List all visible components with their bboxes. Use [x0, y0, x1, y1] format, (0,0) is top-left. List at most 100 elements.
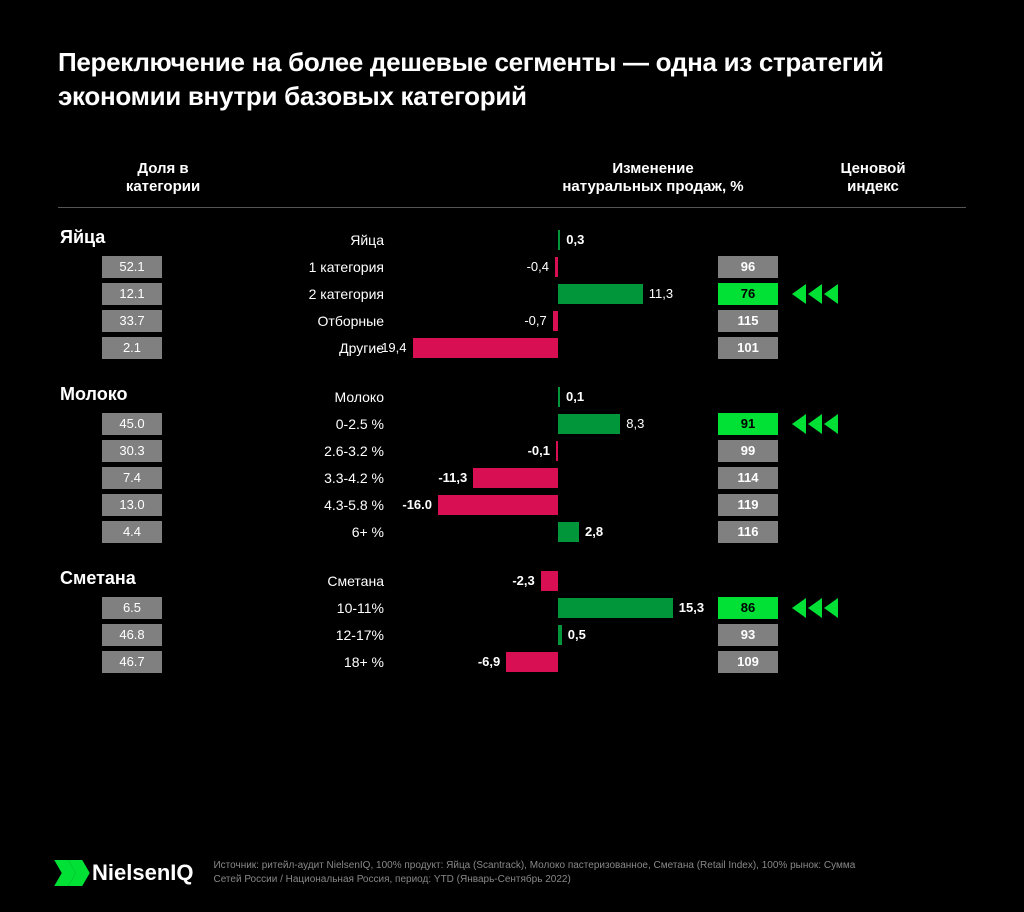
highlight-arrows-icon: [786, 284, 866, 304]
bar-value-label: -0,7: [524, 310, 546, 332]
segment-label: 0-2.5 %: [198, 416, 398, 432]
bar-positive-cell: 0,5: [558, 624, 718, 646]
groups-container: ЯйцаЯйца 0,3 52.1 1 категория -0,4 9612.12 ка…: [58, 226, 966, 675]
bar-value-label: -0,4: [527, 256, 549, 278]
bar-positive-cell: 0,1: [558, 386, 718, 408]
segment-label: Отборные: [198, 313, 398, 329]
table-row: 13.04.3-5.8 %-16.0119: [58, 491, 966, 518]
bar-negative-cell: [398, 521, 558, 543]
segment-label: 2.6-3.2 %: [198, 443, 398, 459]
bar-negative-cell: [398, 229, 558, 251]
segment-label: 1 категория: [198, 259, 398, 275]
bar-positive-cell: 2,8: [558, 521, 718, 543]
group: СметанаСметана-2,36.510-11%15,38646.812-…: [58, 567, 966, 675]
share-value: 45.0: [102, 413, 162, 435]
segment-label: Другие: [198, 340, 398, 356]
share-value: 2.1: [102, 337, 162, 359]
table-row: 33.7Отборные-0,7115: [58, 307, 966, 334]
col-header-share: Доля вкатегории: [58, 160, 268, 198]
segment-label: 6+ %: [198, 524, 398, 540]
bar-value-label: 2,8: [585, 521, 603, 543]
footnote-text: Источник: ритейл-аудит NielsenIQ, 100% п…: [213, 859, 873, 886]
bar-value-label: -2,3: [512, 570, 534, 592]
price-index-value: 114: [718, 467, 778, 489]
price-index-value: 91: [718, 413, 778, 435]
logo-mark-icon: [58, 860, 86, 886]
segment-label: 18+ %: [198, 654, 398, 670]
table-row: 52.1 1 категория -0,4 96: [58, 253, 966, 280]
bar-negative-cell: -11,3: [398, 467, 558, 489]
price-index-value: 96: [718, 256, 778, 278]
bar-value-label: -19,4: [377, 337, 407, 359]
table-header: Доля вкатегории Изменениенатуральных про…: [58, 160, 966, 209]
bar-negative-cell: -6,9: [398, 651, 558, 673]
logo-text: NielsenIQ: [92, 860, 193, 886]
footer: NielsenIQ Источник: ритейл-аудит Nielsen…: [58, 859, 966, 886]
group: МолокоМолоко0,145.00-2.5 %8,39130.32.6-3…: [58, 383, 966, 545]
segment-label: Яйца: [198, 232, 398, 248]
group-header-row: СметанаСметана-2,3: [58, 567, 966, 594]
group-header-row: МолокоМолоко 0,1: [58, 383, 966, 410]
highlight-arrows-icon: [786, 414, 866, 434]
table-row: 7.43.3-4.2 %-11,3114: [58, 464, 966, 491]
logo: NielsenIQ: [58, 860, 193, 886]
bar-positive-cell: [558, 337, 718, 359]
price-index-value: 86: [718, 597, 778, 619]
bar-negative-cell: -19,4: [398, 337, 558, 359]
bar-positive-cell: 11,3: [558, 283, 718, 305]
segment-label: 10-11%: [198, 600, 398, 616]
bar-value-label: 15,3: [679, 597, 704, 619]
share-value: 12.1: [102, 283, 162, 305]
bar-value-label: -0,1: [528, 440, 550, 462]
bar-negative-cell: -0,1: [398, 440, 558, 462]
bar-value-label: -6,9: [478, 651, 500, 673]
bar-positive-cell: [558, 256, 718, 278]
share-value: 4.4: [102, 521, 162, 543]
share-value: 46.7: [102, 651, 162, 673]
price-index-value: 101: [718, 337, 778, 359]
share-value: 33.7: [102, 310, 162, 332]
group-title: Сметана: [58, 568, 198, 589]
group: ЯйцаЯйца 0,3 52.1 1 категория -0,4 9612.12 ка…: [58, 226, 966, 361]
bar-value-label: 11,3: [649, 283, 673, 305]
bar-positive-cell: [558, 467, 718, 489]
price-index-value: 116: [718, 521, 778, 543]
bar-value-label: 0,5: [568, 624, 586, 646]
bar-negative-cell: -0,4: [398, 256, 558, 278]
group-header-row: ЯйцаЯйца 0,3: [58, 226, 966, 253]
bar-value-label: 0,1: [566, 386, 584, 408]
bar-value-label: -11,3: [438, 467, 467, 489]
bar-positive-cell: [558, 310, 718, 332]
bar-negative-cell: [398, 624, 558, 646]
table-row: 46.7 18+ % -6,9 109: [58, 648, 966, 675]
bar-positive-cell: 8,3: [558, 413, 718, 435]
group-title: Яйца: [58, 227, 198, 248]
table-row: 46.812-17%0,593: [58, 621, 966, 648]
price-index-value: 109: [718, 651, 778, 673]
bar-positive-cell: [558, 440, 718, 462]
table-row: 2.1 Другие-19,4 101: [58, 334, 966, 361]
bar-negative-cell: -0,7: [398, 310, 558, 332]
bar-value-label: -16.0: [402, 494, 432, 516]
bar-negative-cell: [398, 413, 558, 435]
bar-value-label: 0,3: [566, 229, 584, 251]
share-value: 6.5: [102, 597, 162, 619]
price-index-value: 99: [718, 440, 778, 462]
group-title: Молоко: [58, 384, 198, 405]
table-row: 6.5 10-11% 15,3 86: [58, 594, 966, 621]
share-value: 46.8: [102, 624, 162, 646]
table-row: 12.12 категория11,376: [58, 280, 966, 307]
bar-negative-cell: -16.0: [398, 494, 558, 516]
table-row: 45.0 0-2.5 % 8,3 91: [58, 410, 966, 437]
price-index-value: 93: [718, 624, 778, 646]
bar-value-label: 8,3: [626, 413, 644, 435]
share-value: 13.0: [102, 494, 162, 516]
col-header-change: Изменениенатуральных продаж, %: [478, 160, 828, 198]
share-value: 52.1: [102, 256, 162, 278]
bar-negative-cell: [398, 597, 558, 619]
col-header-index: Ценовойиндекс: [828, 160, 918, 198]
bar-negative-cell: [398, 283, 558, 305]
segment-label: Молоко: [198, 389, 398, 405]
highlight-arrows-icon: [786, 598, 866, 618]
page-title: Переключение на более дешевые сегменты —…: [58, 46, 966, 114]
